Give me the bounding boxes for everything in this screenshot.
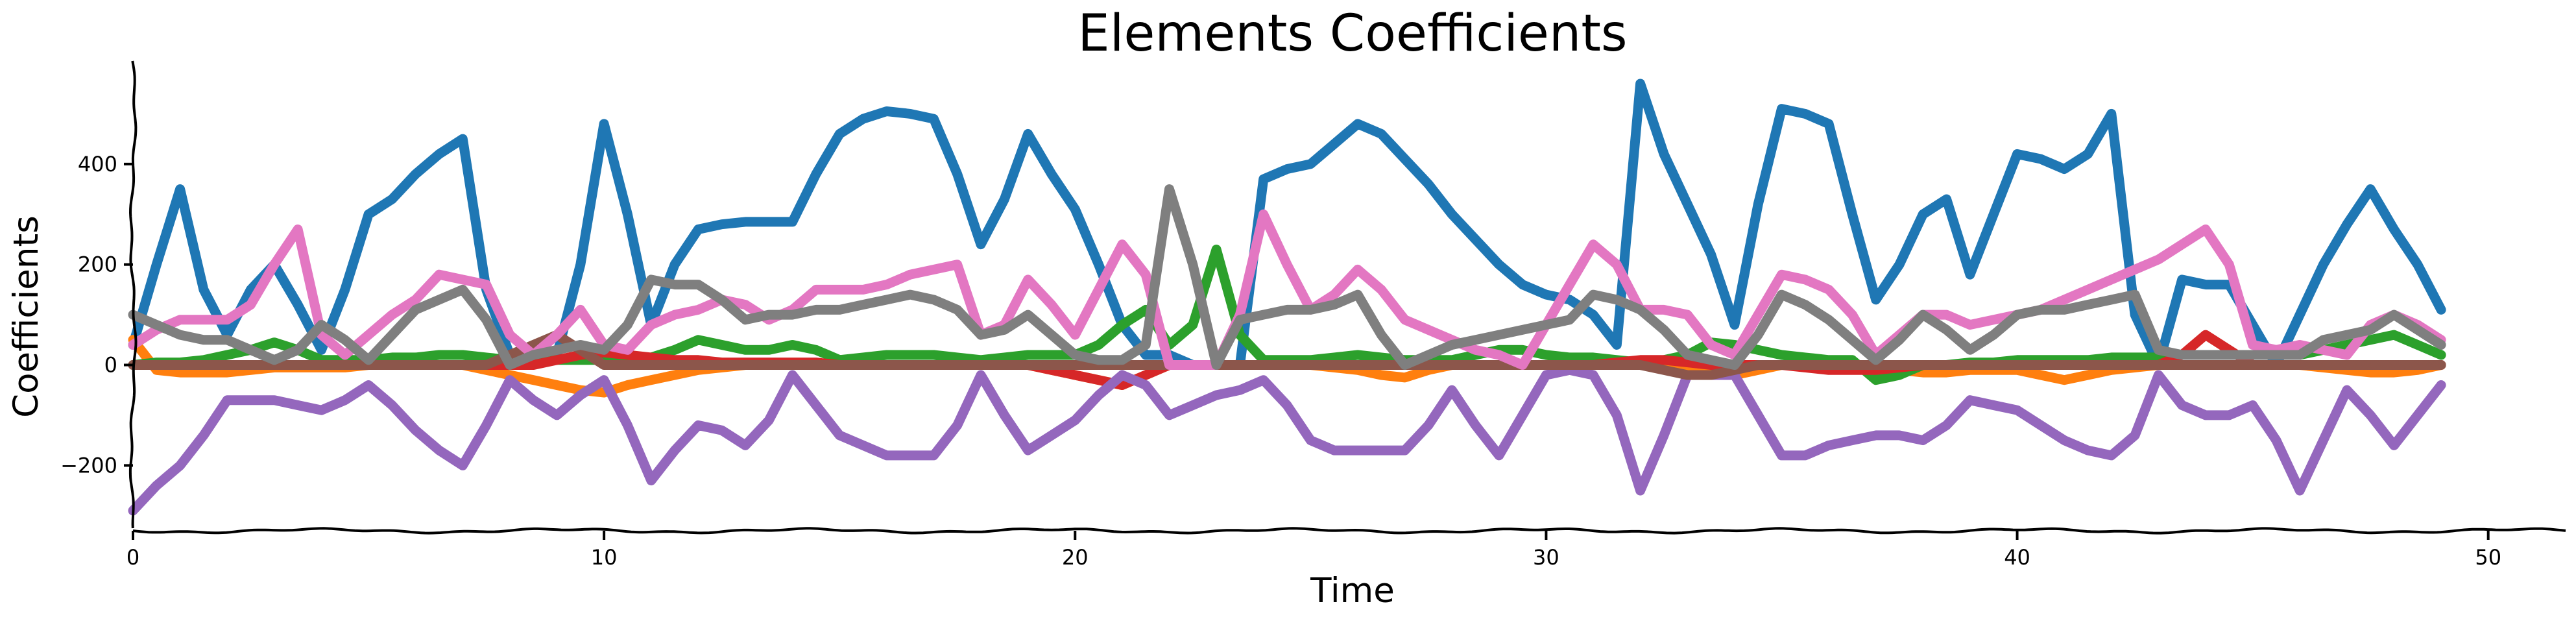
y-axis-line	[128, 60, 138, 529]
y-tick-label: 200	[78, 252, 117, 277]
y-tick-label: −200	[60, 453, 117, 478]
x-tick-label: 50	[2475, 545, 2501, 570]
y-axis-ticks: −200 0 200 400	[60, 152, 133, 478]
x-axis-ticks: 0 10 20 30 40 50	[126, 531, 2501, 570]
y-tick-label: 0	[104, 353, 117, 378]
series-line-1	[128, 79, 2446, 370]
chart-title: Elements Coefficients	[1077, 5, 1627, 63]
y-tick-label: 400	[78, 152, 117, 176]
x-tick-label: 0	[126, 545, 139, 570]
series-line-6	[128, 330, 2446, 380]
x-axis-line	[132, 527, 2566, 535]
x-tick-label: 30	[1533, 545, 1559, 570]
x-tick-label: 10	[591, 545, 618, 570]
x-tick-label: 20	[1062, 545, 1089, 570]
x-axis-label: Time	[1310, 571, 1395, 611]
series-group	[128, 79, 2446, 516]
x-tick-label: 40	[2004, 545, 2030, 570]
y-axis-label: Coefficients	[6, 215, 46, 418]
series-line-7	[128, 209, 2446, 370]
series-line-8	[128, 184, 2446, 370]
series-line-5	[128, 365, 2446, 516]
